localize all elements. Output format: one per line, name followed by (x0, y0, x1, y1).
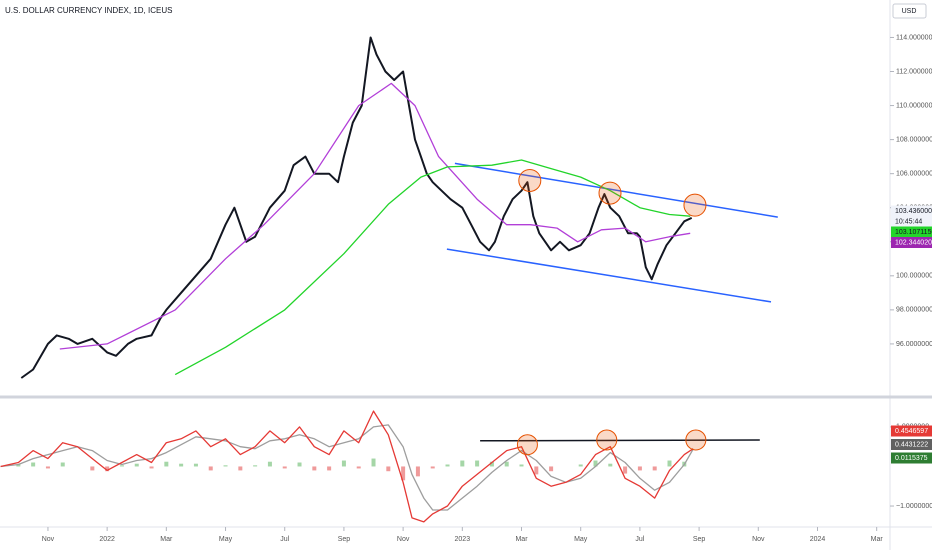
series-line (0, 410, 694, 523)
y-tick-label: 108.0000000 (896, 136, 932, 143)
histogram-bar (549, 466, 554, 472)
y-tick-label: −1.0000000 (896, 503, 932, 510)
highlight-circle (683, 193, 707, 217)
highlight-circle (598, 181, 622, 205)
x-tick-label: Sep (338, 536, 351, 543)
histogram-bar (164, 461, 169, 467)
histogram-bar (238, 466, 243, 471)
highlight-circle (596, 429, 618, 451)
histogram-bar (31, 462, 36, 467)
histogram-bar (134, 463, 139, 467)
histogram-bar (223, 465, 228, 467)
histogram-bar (578, 464, 583, 467)
x-tick-label: Nov (752, 536, 765, 543)
histogram-bar (341, 460, 346, 467)
histogram-bar (386, 466, 391, 472)
chart-title: U.S. DOLLAR CURRENCY INDEX, 1D, ICEUS (5, 6, 172, 15)
histogram-bar (445, 464, 450, 467)
x-tick-label: Jul (280, 536, 289, 543)
price-label-box (891, 205, 932, 217)
series-line (0, 424, 694, 511)
histogram-bar (45, 466, 50, 469)
histogram-bar (667, 460, 672, 467)
histogram-bar (90, 466, 95, 471)
price-label: 103.4360000 (895, 208, 932, 215)
price-label: 0.4546597 (895, 428, 928, 435)
price-label-box (891, 452, 932, 464)
histogram-bar (179, 463, 184, 467)
histogram-bar (430, 466, 435, 469)
histogram-bar (504, 461, 509, 467)
histogram-bar (371, 458, 376, 467)
histogram-bar (475, 460, 480, 467)
currency-box[interactable] (892, 3, 927, 19)
y-tick-label: 106.0000000 (896, 171, 932, 178)
series-line (174, 159, 691, 376)
price-label-box (891, 216, 932, 227)
y-tick-label: 100.0000000 (896, 273, 932, 280)
histogram-bar (401, 466, 406, 481)
histogram-bar (267, 461, 272, 467)
histogram-bar (105, 466, 110, 472)
trend-line (446, 248, 772, 303)
price-label: 0.4431222 (895, 441, 928, 448)
x-tick-label: Sep (693, 536, 706, 543)
highlight-circle (685, 429, 707, 451)
histogram-bar (193, 463, 198, 467)
histogram-bar (297, 462, 302, 467)
series-line (59, 82, 691, 350)
price-label: 10:45:44 (895, 218, 922, 225)
price-label-box (891, 226, 932, 238)
x-tick-label: Mar (871, 536, 884, 543)
x-tick-label: Mar (515, 536, 528, 543)
price-label: 103.1071150 (895, 229, 932, 236)
histogram-bar (356, 466, 361, 469)
price-label-box (891, 237, 932, 248)
currency: USD (902, 8, 917, 15)
histogram-bar (534, 466, 539, 475)
price-label: 0.0115375 (895, 455, 928, 462)
histogram-bar (489, 461, 494, 467)
histogram-bar (119, 465, 124, 467)
histogram-bar (149, 466, 154, 469)
histogram-bar (415, 466, 420, 477)
price-label-box (891, 425, 932, 437)
histogram-bar (60, 462, 65, 467)
histogram-bar (282, 466, 287, 469)
y-tick-label: 98.0000000 (896, 307, 932, 314)
x-tick-label: 2023 (455, 536, 471, 543)
price-label-box (891, 439, 932, 450)
y-tick-label: 96.0000000 (896, 341, 932, 348)
y-tick-label: 110.0000000 (896, 102, 932, 109)
y-tick-label: 114.0000000 (896, 34, 932, 41)
x-tick-label: Nov (42, 536, 55, 543)
x-tick-label: 2024 (810, 536, 826, 543)
x-tick-label: 2022 (99, 536, 115, 543)
histogram-bar (652, 466, 657, 471)
y-tick-label: 112.0000000 (896, 68, 932, 75)
histogram-bar (608, 463, 613, 467)
histogram-bar (637, 466, 642, 471)
histogram-bar (208, 466, 213, 471)
histogram-bar (623, 466, 628, 474)
trend-line (480, 439, 760, 442)
highlight-circle (518, 168, 542, 192)
histogram-bar (460, 460, 465, 467)
histogram-bar (253, 465, 258, 467)
highlight-circle (516, 434, 538, 456)
histogram-bar (327, 466, 332, 471)
x-tick-label: Mar (160, 536, 173, 543)
histogram-bar (312, 466, 317, 471)
x-tick-label: Nov (397, 536, 410, 543)
x-tick-label: Jul (635, 536, 644, 543)
histogram-bar (593, 460, 598, 467)
histogram-bar (519, 464, 524, 467)
x-tick-label: May (219, 536, 233, 543)
x-tick-label: May (574, 536, 588, 543)
price-label: 102.3440200 (895, 239, 932, 246)
histogram-bar (16, 464, 21, 467)
trend-line (454, 162, 778, 218)
